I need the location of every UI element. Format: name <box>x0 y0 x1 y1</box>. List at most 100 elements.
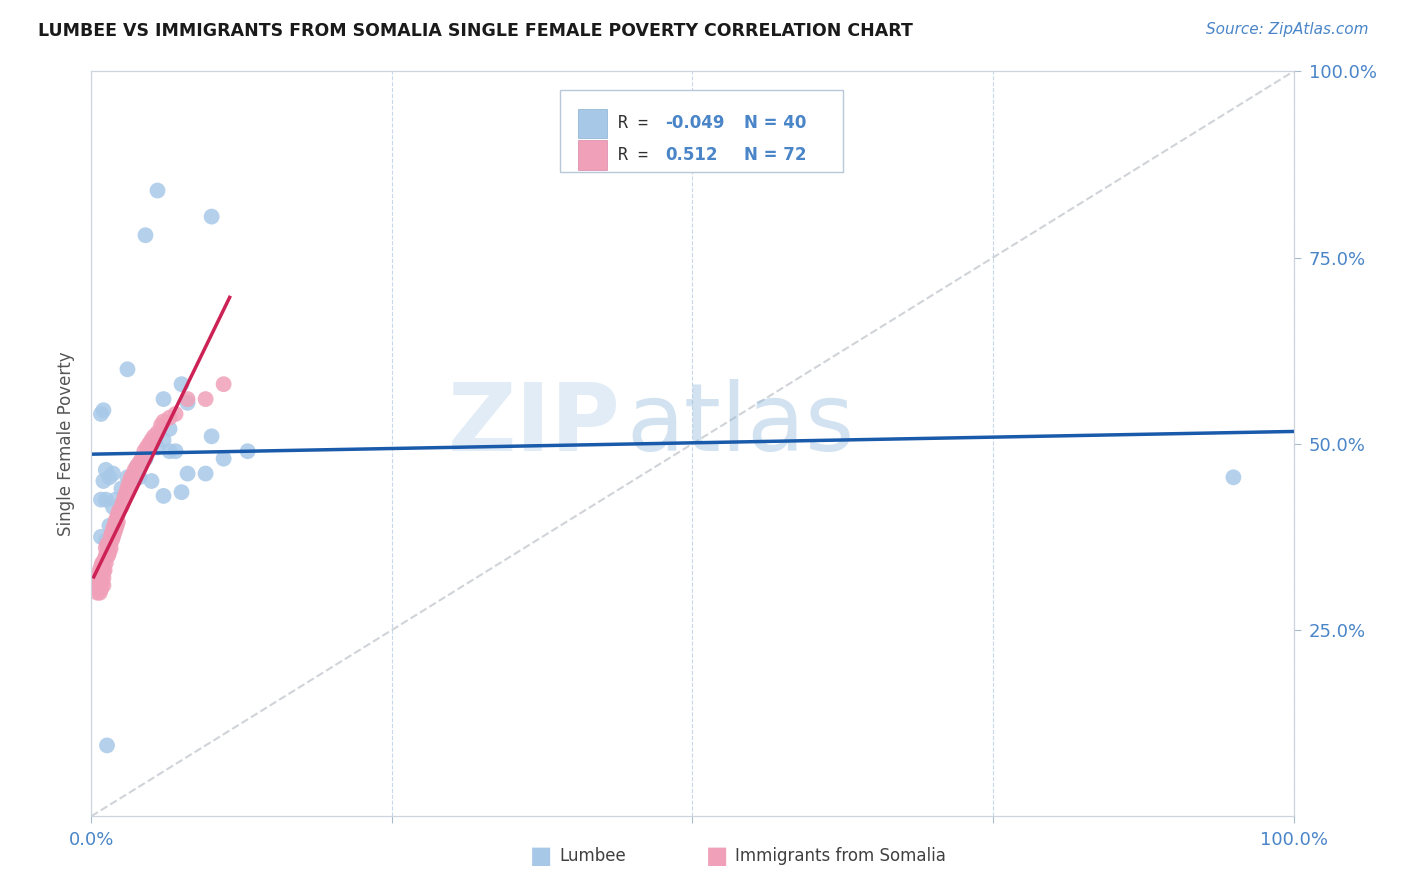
Point <box>141 474 163 488</box>
Point <box>93 571 115 585</box>
Text: ZIP: ZIP <box>447 379 620 471</box>
Point <box>118 477 141 491</box>
Text: atlas: atlas <box>626 379 855 471</box>
Point <box>118 474 141 488</box>
Text: R =: R = <box>617 114 658 133</box>
Point <box>117 482 139 496</box>
Point <box>141 433 163 447</box>
Text: N = 40: N = 40 <box>744 114 807 133</box>
Point <box>86 578 108 592</box>
Y-axis label: Single Female Poverty: Single Female Poverty <box>56 351 75 536</box>
Point <box>89 578 111 592</box>
Point <box>101 500 124 514</box>
Point <box>97 549 120 563</box>
Point <box>159 422 181 436</box>
Point <box>117 470 139 484</box>
Point <box>101 526 124 541</box>
Point <box>93 474 115 488</box>
Point <box>96 537 118 551</box>
Point <box>107 508 129 522</box>
Point <box>112 492 135 507</box>
Point <box>212 451 235 466</box>
Point <box>93 556 115 570</box>
Point <box>94 541 117 555</box>
Point <box>159 444 181 458</box>
Point <box>89 586 111 600</box>
Point <box>1222 470 1244 484</box>
Point <box>93 563 115 577</box>
Text: ■: ■ <box>530 845 553 868</box>
FancyBboxPatch shape <box>578 140 607 169</box>
Point <box>176 396 198 410</box>
Point <box>152 433 174 447</box>
Point <box>236 444 259 458</box>
Point <box>89 563 111 577</box>
Point <box>152 414 174 428</box>
Point <box>110 500 132 514</box>
Point <box>105 518 128 533</box>
Point <box>150 418 173 433</box>
Point <box>90 582 112 596</box>
Point <box>194 467 217 481</box>
Text: 0.512: 0.512 <box>665 145 717 164</box>
Text: Lumbee: Lumbee <box>560 847 626 865</box>
Point <box>103 518 125 533</box>
Point <box>94 533 117 548</box>
Point <box>90 559 112 574</box>
Point <box>165 444 187 458</box>
Point <box>152 392 174 406</box>
Point <box>101 467 124 481</box>
Point <box>86 586 108 600</box>
Point <box>98 470 121 484</box>
Point <box>212 377 235 392</box>
Point <box>98 518 121 533</box>
Point <box>128 455 150 469</box>
Point <box>131 451 153 466</box>
Text: Source: ZipAtlas.com: Source: ZipAtlas.com <box>1205 22 1368 37</box>
Text: N = 72: N = 72 <box>744 145 807 164</box>
Point <box>128 470 150 484</box>
Point <box>124 463 146 477</box>
Point <box>138 436 160 450</box>
Point <box>201 429 224 443</box>
Point <box>104 515 127 529</box>
Point <box>114 489 136 503</box>
Point <box>93 403 115 417</box>
Point <box>91 563 114 577</box>
Point <box>105 511 128 525</box>
Point <box>176 392 198 406</box>
Point <box>104 523 127 537</box>
Point <box>103 526 125 541</box>
Text: R =: R = <box>617 145 658 164</box>
Text: ■: ■ <box>706 845 728 868</box>
Point <box>104 492 127 507</box>
Point <box>90 530 112 544</box>
Point <box>152 489 174 503</box>
Point <box>97 541 120 555</box>
FancyBboxPatch shape <box>560 90 842 172</box>
Point <box>90 492 112 507</box>
Point <box>110 482 132 496</box>
Point <box>125 459 148 474</box>
Point <box>170 485 193 500</box>
Point <box>142 429 165 443</box>
Point <box>125 459 148 474</box>
Point <box>94 463 117 477</box>
Point <box>98 545 121 559</box>
Point <box>94 556 117 570</box>
Point <box>135 441 157 455</box>
Point <box>108 504 131 518</box>
Point <box>111 496 134 510</box>
Text: -0.049: -0.049 <box>665 114 724 133</box>
Point <box>122 467 145 481</box>
Point <box>134 444 156 458</box>
Point <box>96 549 118 563</box>
Point <box>117 362 139 376</box>
Point <box>94 492 117 507</box>
Point <box>101 530 124 544</box>
Point <box>100 541 122 555</box>
Point <box>159 410 181 425</box>
Point <box>120 470 142 484</box>
Point <box>90 571 112 585</box>
Point <box>134 228 156 243</box>
